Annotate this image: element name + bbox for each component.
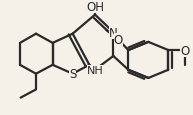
Text: O: O	[180, 44, 190, 57]
Text: N: N	[109, 26, 118, 39]
Text: O: O	[114, 34, 123, 47]
Text: NH: NH	[87, 65, 103, 75]
Text: S: S	[69, 68, 76, 80]
Text: OH: OH	[86, 1, 104, 14]
